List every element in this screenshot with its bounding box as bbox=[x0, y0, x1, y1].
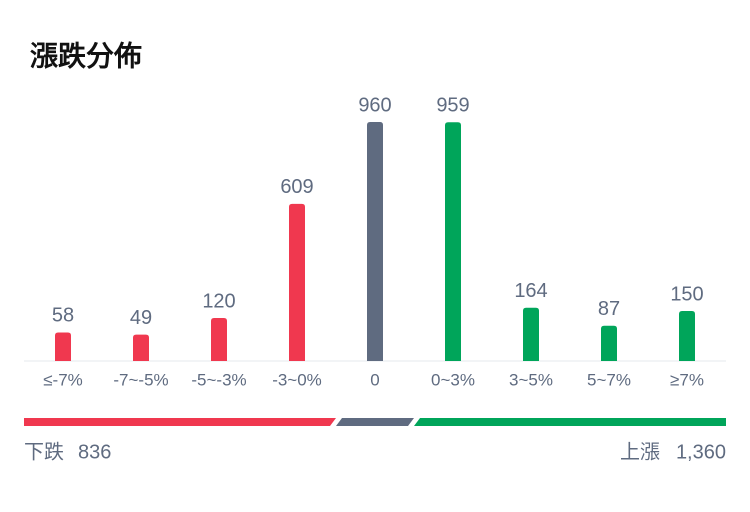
value-label: 959 bbox=[436, 95, 469, 117]
x-tick-label: -7~-5% bbox=[113, 370, 168, 389]
bar bbox=[367, 122, 383, 361]
value-label: 87 bbox=[598, 298, 620, 320]
x-tick-label: -5~-3% bbox=[191, 370, 246, 389]
x-tick-label: -3~0% bbox=[272, 370, 322, 389]
bar bbox=[289, 203, 305, 361]
down-segment bbox=[24, 418, 336, 426]
x-tick-label: 3~5% bbox=[509, 370, 553, 389]
up-count: 1,360 bbox=[676, 441, 726, 463]
value-label: 58 bbox=[52, 305, 74, 327]
value-label: 120 bbox=[202, 290, 235, 312]
value-label: 164 bbox=[514, 280, 547, 302]
value-label: 150 bbox=[670, 283, 703, 305]
x-tick-label: 5~7% bbox=[587, 370, 631, 389]
x-tick-label: ≤-7% bbox=[43, 370, 83, 389]
up-segment bbox=[414, 418, 726, 426]
bar bbox=[679, 311, 695, 361]
down-count: 836 bbox=[78, 441, 111, 463]
value-label: 960 bbox=[358, 94, 391, 116]
bar bbox=[523, 307, 539, 361]
bar bbox=[211, 318, 227, 361]
bar bbox=[445, 122, 461, 361]
bar bbox=[133, 334, 149, 361]
up-label: 上漲 bbox=[620, 440, 660, 463]
x-tick-label: ≥7% bbox=[670, 370, 704, 389]
bar bbox=[601, 325, 617, 361]
flat-segment bbox=[336, 418, 414, 426]
value-label: 609 bbox=[280, 176, 313, 198]
x-tick-label: 0~3% bbox=[431, 370, 475, 389]
down-label: 下跌 bbox=[24, 440, 64, 463]
value-label: 49 bbox=[130, 307, 152, 329]
x-tick-label: 0 bbox=[370, 370, 379, 389]
bar bbox=[55, 332, 71, 361]
chart-title: 漲跌分佈 bbox=[30, 39, 142, 71]
